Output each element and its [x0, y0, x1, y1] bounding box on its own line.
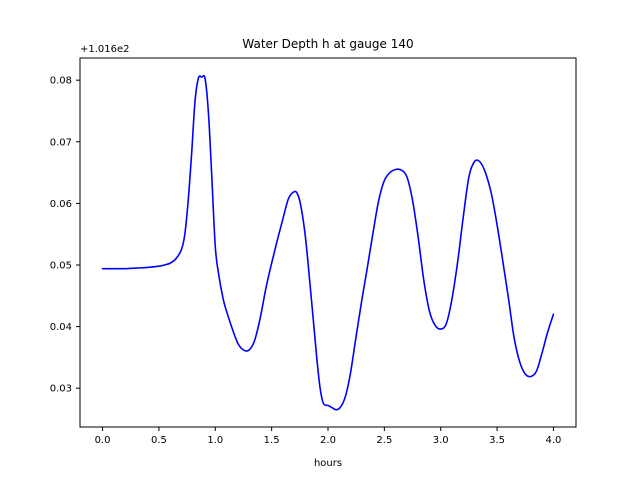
chart-title: Water Depth h at gauge 140	[242, 37, 413, 51]
x-tick-label: 1.5	[264, 435, 280, 446]
y-tick-label: 0.03	[50, 384, 72, 395]
series-line-0	[101, 74, 555, 411]
x-tick-label: 2.0	[320, 435, 336, 446]
y-tick-label: 0.05	[50, 260, 72, 271]
x-tick-label: 0.5	[151, 435, 167, 446]
y-tick-label: 0.07	[50, 137, 72, 148]
x-tick-label: 4.0	[546, 435, 562, 446]
y-axis: 0.03 0.04 0.05 0.06 0.07 0.08	[50, 76, 80, 395]
x-tick-label: 3.5	[489, 435, 505, 446]
x-tick-label: 3.0	[433, 435, 449, 446]
x-tick-label: 1.0	[207, 435, 223, 446]
y-tick-label: 0.04	[50, 322, 72, 333]
x-tick-label: 0.0	[95, 435, 111, 446]
x-axis: 0.0 0.5 1.0 1.5 2.0 2.5 3.0 3.5 4.0	[95, 427, 562, 446]
y-tick-label: 0.06	[50, 199, 72, 210]
x-axis-label: hours	[314, 458, 342, 469]
y-offset-label: +1.016e2	[80, 44, 130, 55]
x-tick-label: 2.5	[376, 435, 392, 446]
y-tick-label: 0.08	[50, 76, 72, 87]
plot-layer	[101, 74, 555, 411]
